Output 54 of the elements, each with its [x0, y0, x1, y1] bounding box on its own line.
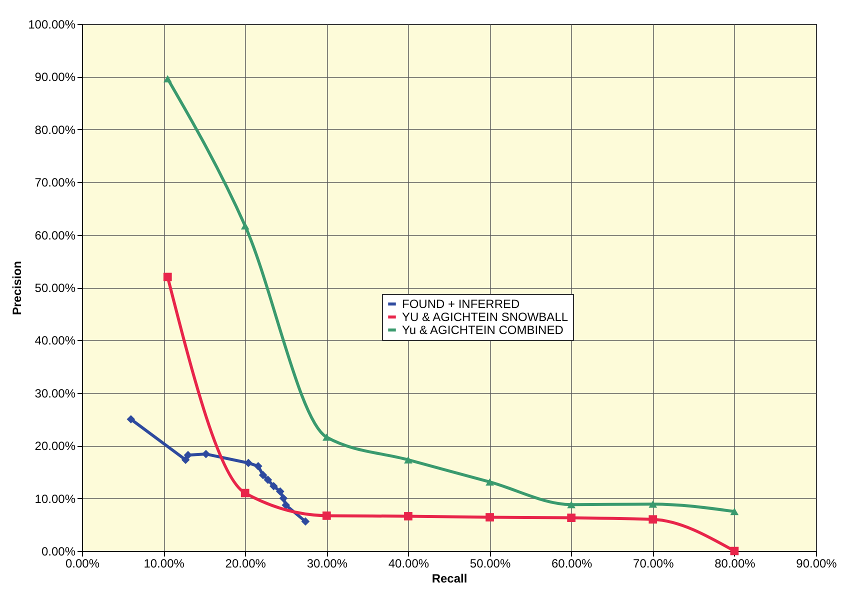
legend-label: FOUND + INFERRED: [402, 297, 520, 311]
x-axis-title: Recall: [432, 572, 468, 586]
point: [730, 508, 739, 516]
point: [163, 272, 172, 282]
point: [126, 415, 136, 424]
point: [301, 517, 310, 526]
x-tick-label: 0.00%: [65, 556, 100, 570]
point: [258, 470, 268, 480]
y-tick-label: 60.00%: [34, 228, 76, 242]
y-tick-label: 10.00%: [34, 492, 76, 506]
x-tick-label: 10.00%: [144, 556, 185, 570]
x-tick-label: 60.00%: [551, 556, 593, 570]
point: [276, 487, 284, 496]
point: [567, 514, 576, 522]
point: [264, 476, 272, 484]
point: [648, 515, 658, 524]
x-tick-label: 90.00%: [796, 556, 838, 570]
y-tick-label: 40.00%: [34, 334, 76, 348]
point: [486, 478, 494, 486]
point: [567, 501, 576, 508]
y-tick-label: 20.00%: [34, 439, 76, 454]
y-tick-label: 70.00%: [34, 176, 76, 190]
y-tick-label: 80.00%: [34, 122, 76, 137]
point: [254, 462, 262, 470]
x-tick-label: 70.00%: [633, 556, 674, 570]
point: [269, 482, 278, 490]
y-tick-label: 0.00%: [41, 544, 76, 558]
legend-label: Yu & AGICHTEIN COMBINED: [402, 323, 564, 337]
point: [244, 458, 253, 468]
x-tick-label: 40.00%: [388, 556, 430, 570]
y-tick-label: 100.00%: [28, 18, 76, 32]
point: [730, 546, 739, 556]
point: [240, 488, 250, 498]
y-tick-label: 50.00%: [34, 281, 76, 295]
y-axis-title: Precision: [10, 260, 24, 316]
point: [240, 222, 250, 230]
point: [184, 450, 192, 460]
x-tick-label: 50.00%: [470, 556, 511, 570]
point: [279, 494, 288, 502]
point: [486, 513, 494, 522]
point: [202, 450, 210, 458]
point: [648, 500, 658, 508]
point: [404, 512, 412, 520]
point: [322, 434, 331, 441]
point: [404, 456, 412, 464]
point: [163, 75, 172, 82]
point: [322, 512, 331, 520]
point: [282, 500, 290, 510]
y-tick-label: 90.00%: [34, 70, 76, 84]
x-tick-label: 30.00%: [306, 556, 348, 570]
x-tick-label: 80.00%: [714, 556, 756, 570]
x-tick-label: 20.00%: [225, 556, 266, 570]
legend-label: YU & AGICHTEIN SNOWBALL: [402, 310, 568, 324]
y-tick-label: 30.00%: [34, 386, 76, 400]
